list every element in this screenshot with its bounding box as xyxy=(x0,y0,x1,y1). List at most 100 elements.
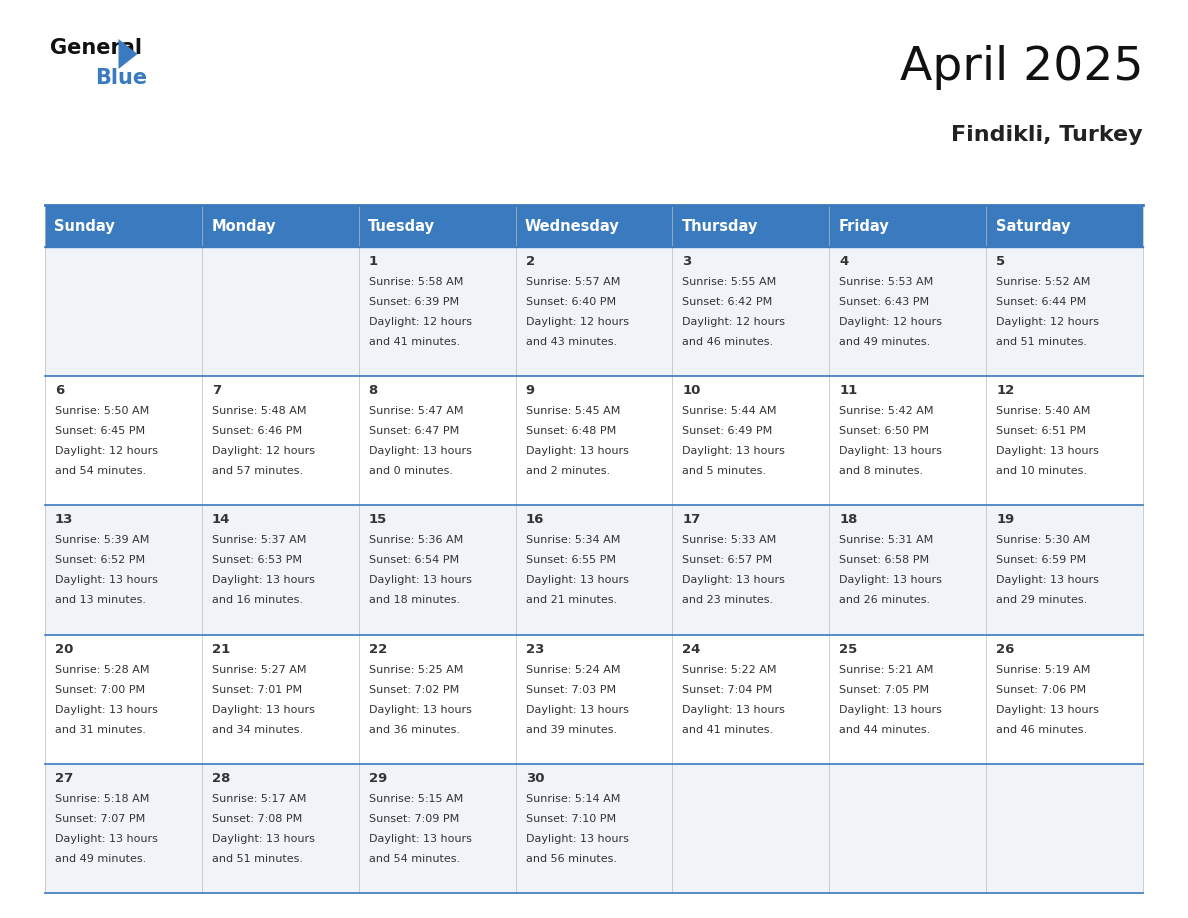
Text: Sunset: 7:05 PM: Sunset: 7:05 PM xyxy=(839,685,929,695)
Bar xyxy=(986,247,1143,376)
Bar xyxy=(202,634,359,764)
Bar xyxy=(45,205,202,247)
Bar xyxy=(672,376,829,506)
Bar xyxy=(672,764,829,893)
Text: Daylight: 13 hours: Daylight: 13 hours xyxy=(211,576,315,586)
Text: Daylight: 13 hours: Daylight: 13 hours xyxy=(997,576,1099,586)
Text: and 44 minutes.: and 44 minutes. xyxy=(839,724,930,734)
Text: 28: 28 xyxy=(211,772,230,785)
Text: Sunrise: 5:36 AM: Sunrise: 5:36 AM xyxy=(368,535,463,545)
Bar xyxy=(516,205,672,247)
Text: Sunrise: 5:33 AM: Sunrise: 5:33 AM xyxy=(682,535,777,545)
Text: Sunrise: 5:28 AM: Sunrise: 5:28 AM xyxy=(55,665,150,675)
Text: Daylight: 12 hours: Daylight: 12 hours xyxy=(211,446,315,456)
Text: Wednesday: Wednesday xyxy=(525,218,620,233)
Text: and 18 minutes.: and 18 minutes. xyxy=(368,596,460,605)
Text: 23: 23 xyxy=(525,643,544,655)
Text: Friday: Friday xyxy=(839,218,890,233)
Text: Sunrise: 5:57 AM: Sunrise: 5:57 AM xyxy=(525,277,620,287)
Text: 10: 10 xyxy=(682,385,701,397)
Text: Sunrise: 5:44 AM: Sunrise: 5:44 AM xyxy=(682,406,777,416)
Text: April 2025: April 2025 xyxy=(899,45,1143,90)
Text: Sunset: 7:02 PM: Sunset: 7:02 PM xyxy=(368,685,459,695)
Text: Daylight: 13 hours: Daylight: 13 hours xyxy=(525,576,628,586)
Bar xyxy=(516,376,672,506)
Text: Sunrise: 5:25 AM: Sunrise: 5:25 AM xyxy=(368,665,463,675)
Polygon shape xyxy=(119,39,138,69)
Text: Sunset: 6:49 PM: Sunset: 6:49 PM xyxy=(682,426,772,436)
Text: Sunset: 7:00 PM: Sunset: 7:00 PM xyxy=(55,685,145,695)
Bar xyxy=(45,376,202,506)
Text: Sunset: 7:09 PM: Sunset: 7:09 PM xyxy=(368,813,459,823)
Text: and 23 minutes.: and 23 minutes. xyxy=(682,596,773,605)
Text: Sunset: 7:08 PM: Sunset: 7:08 PM xyxy=(211,813,302,823)
Text: 6: 6 xyxy=(55,385,64,397)
Text: Sunrise: 5:15 AM: Sunrise: 5:15 AM xyxy=(368,794,463,804)
Text: 25: 25 xyxy=(839,643,858,655)
Bar xyxy=(829,634,986,764)
Text: 21: 21 xyxy=(211,643,230,655)
Text: Sunrise: 5:48 AM: Sunrise: 5:48 AM xyxy=(211,406,307,416)
Text: Daylight: 13 hours: Daylight: 13 hours xyxy=(368,446,472,456)
Text: Sunrise: 5:14 AM: Sunrise: 5:14 AM xyxy=(525,794,620,804)
Text: 4: 4 xyxy=(839,255,848,268)
Text: Sunrise: 5:53 AM: Sunrise: 5:53 AM xyxy=(839,277,934,287)
Text: Daylight: 13 hours: Daylight: 13 hours xyxy=(211,705,315,714)
Text: 15: 15 xyxy=(368,513,387,526)
Text: and 16 minutes.: and 16 minutes. xyxy=(211,596,303,605)
Bar xyxy=(986,376,1143,506)
Text: Daylight: 12 hours: Daylight: 12 hours xyxy=(682,317,785,327)
Text: Sunrise: 5:45 AM: Sunrise: 5:45 AM xyxy=(525,406,620,416)
Text: 2: 2 xyxy=(525,255,535,268)
Bar xyxy=(202,764,359,893)
Bar xyxy=(359,247,516,376)
Bar xyxy=(45,247,202,376)
Text: Sunset: 6:51 PM: Sunset: 6:51 PM xyxy=(997,426,1086,436)
Text: Sunrise: 5:58 AM: Sunrise: 5:58 AM xyxy=(368,277,463,287)
Text: Sunrise: 5:39 AM: Sunrise: 5:39 AM xyxy=(55,535,150,545)
Text: Daylight: 13 hours: Daylight: 13 hours xyxy=(525,446,628,456)
Text: Sunrise: 5:52 AM: Sunrise: 5:52 AM xyxy=(997,277,1091,287)
Text: Sunset: 7:10 PM: Sunset: 7:10 PM xyxy=(525,813,615,823)
Text: and 2 minutes.: and 2 minutes. xyxy=(525,466,609,476)
Text: and 51 minutes.: and 51 minutes. xyxy=(211,854,303,864)
Text: Sunrise: 5:40 AM: Sunrise: 5:40 AM xyxy=(997,406,1091,416)
Text: Daylight: 13 hours: Daylight: 13 hours xyxy=(211,834,315,844)
Text: Daylight: 13 hours: Daylight: 13 hours xyxy=(368,705,472,714)
Text: Daylight: 13 hours: Daylight: 13 hours xyxy=(997,705,1099,714)
Bar xyxy=(829,205,986,247)
Text: Sunset: 6:44 PM: Sunset: 6:44 PM xyxy=(997,297,1086,307)
Text: Daylight: 13 hours: Daylight: 13 hours xyxy=(55,834,158,844)
Bar xyxy=(516,764,672,893)
Text: Monday: Monday xyxy=(211,218,276,233)
Text: and 39 minutes.: and 39 minutes. xyxy=(525,724,617,734)
Text: 8: 8 xyxy=(368,385,378,397)
Bar xyxy=(202,247,359,376)
Text: 16: 16 xyxy=(525,513,544,526)
Text: and 29 minutes.: and 29 minutes. xyxy=(997,596,1087,605)
Text: 13: 13 xyxy=(55,513,74,526)
Text: Daylight: 12 hours: Daylight: 12 hours xyxy=(525,317,628,327)
Bar xyxy=(829,376,986,506)
Text: Sunset: 6:43 PM: Sunset: 6:43 PM xyxy=(839,297,929,307)
Text: 17: 17 xyxy=(682,513,701,526)
Bar xyxy=(359,205,516,247)
Text: and 46 minutes.: and 46 minutes. xyxy=(682,337,773,347)
Text: Sunset: 6:40 PM: Sunset: 6:40 PM xyxy=(525,297,615,307)
Text: and 26 minutes.: and 26 minutes. xyxy=(839,596,930,605)
Text: Sunset: 7:07 PM: Sunset: 7:07 PM xyxy=(55,813,145,823)
Text: Sunset: 6:53 PM: Sunset: 6:53 PM xyxy=(211,555,302,565)
Bar xyxy=(672,506,829,634)
Text: Sunset: 7:01 PM: Sunset: 7:01 PM xyxy=(211,685,302,695)
Text: 30: 30 xyxy=(525,772,544,785)
Text: 18: 18 xyxy=(839,513,858,526)
Text: Sunrise: 5:37 AM: Sunrise: 5:37 AM xyxy=(211,535,307,545)
Text: Sunset: 6:55 PM: Sunset: 6:55 PM xyxy=(525,555,615,565)
Text: Saturday: Saturday xyxy=(996,218,1070,233)
Text: Daylight: 13 hours: Daylight: 13 hours xyxy=(839,446,942,456)
Bar xyxy=(359,764,516,893)
Bar xyxy=(986,506,1143,634)
Bar xyxy=(986,634,1143,764)
Text: Sunset: 6:54 PM: Sunset: 6:54 PM xyxy=(368,555,459,565)
Text: and 5 minutes.: and 5 minutes. xyxy=(682,466,766,476)
